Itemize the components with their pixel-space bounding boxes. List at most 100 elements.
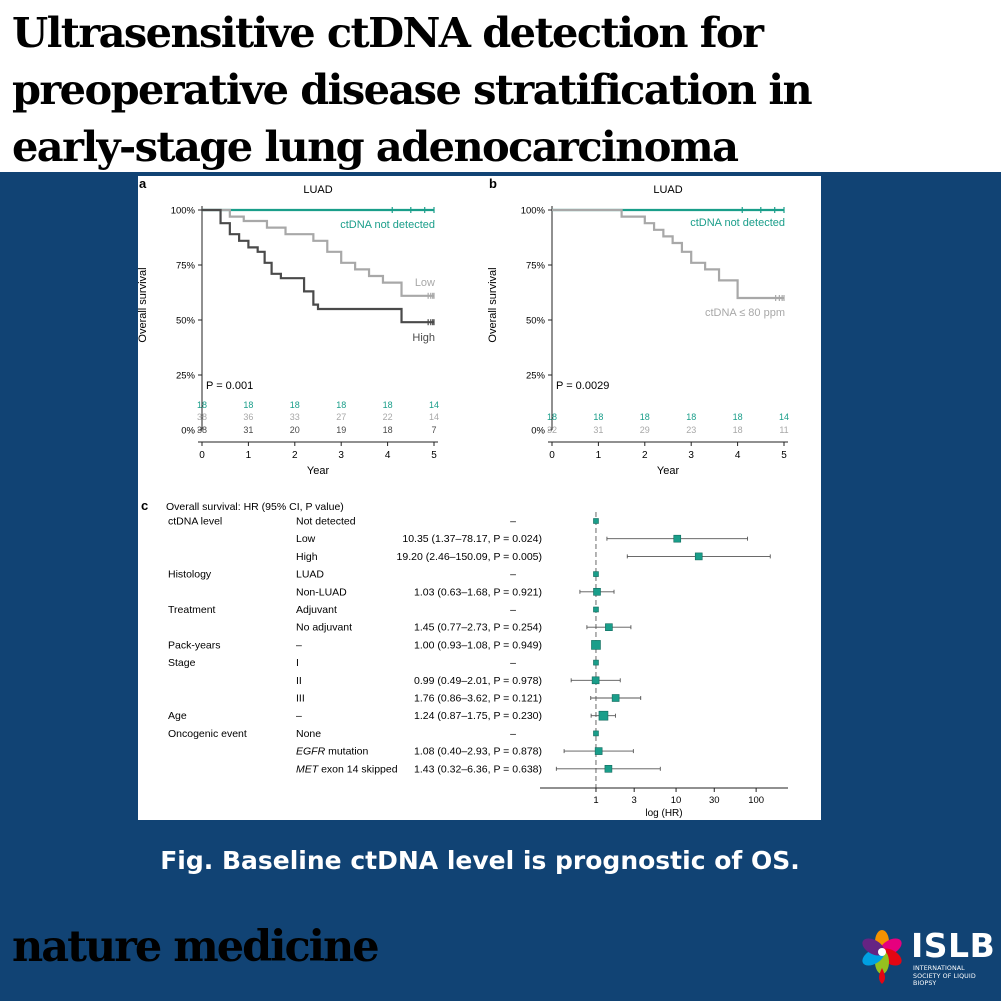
forest-hr-text: –: [510, 728, 516, 740]
km-1-at-risk-count: 18: [733, 425, 743, 435]
km-1-at-risk-count: 18: [640, 412, 650, 422]
article-title: Ultrasensitive ctDNA detection for preop…: [12, 4, 813, 175]
forest-hr-text: 0.99 (0.49–2.01, P = 0.978): [414, 675, 542, 687]
forest-level: No adjuvant: [296, 622, 352, 634]
km-1-curve-1: [552, 208, 784, 300]
forest-x-tick-label: 100: [748, 795, 764, 806]
forest-hr-text: 1.03 (0.63–1.68, P = 0.921): [414, 586, 542, 598]
forest-x-tick-label: 10: [671, 795, 682, 806]
forest-panel-label: c: [141, 498, 148, 513]
km-1-y-axis-label: Overall survival: [487, 267, 499, 342]
km-0-at-risk-count: 33: [290, 412, 300, 422]
forest-level: Not detected: [296, 516, 356, 528]
km-0-series-label-1: Low: [415, 277, 435, 289]
title-line-2: preoperative disease stratification in: [12, 65, 813, 114]
km-1-y-tick-label: 100%: [521, 206, 546, 217]
km-0-series-label-2: High: [412, 332, 435, 344]
km-0-at-risk-count: 7: [431, 425, 436, 435]
km-1-at-risk-count: 23: [686, 425, 696, 435]
km-0-y-axis-label: Overall survival: [138, 267, 149, 342]
forest-hr-text: 1.24 (0.87–1.75, P = 0.230): [414, 710, 542, 722]
forest-hr-text: 1.43 (0.32–6.36, P = 0.638): [414, 763, 542, 775]
title-line-3: early-stage lung adenocarcinoma: [12, 122, 739, 171]
km-1-at-risk-count: 29: [640, 425, 650, 435]
km-1-y-tick-label: 25%: [526, 371, 546, 382]
km-1-x-axis-label: Year: [657, 465, 680, 477]
forest-variable: Treatment: [168, 604, 216, 616]
km-0-x-tick-label: 5: [431, 450, 437, 461]
km-0-x-tick-label: 0: [199, 450, 205, 461]
km-0-curve-1: [202, 208, 434, 297]
forest-point: [593, 518, 599, 524]
islb-subtitle: INTERNATIONAL SOCIETY OF LIQUID BIOPSY: [913, 965, 976, 987]
forest-point: [694, 552, 703, 561]
km-1-at-risk-count: 31: [593, 425, 603, 435]
forest-level: I: [296, 657, 299, 669]
km-0-series-label-0: ctDNA not detected: [340, 219, 435, 231]
km-0-x-tick-label: 2: [292, 450, 298, 461]
km-0-at-risk-count: 36: [243, 412, 253, 422]
km-1-series-label-1: ctDNA ≤ 80 ppm: [705, 307, 785, 319]
forest-hr-text: –: [510, 657, 516, 669]
forest-hr-text: 1.00 (0.93–1.08, P = 0.949): [414, 639, 542, 651]
km-1-at-risk-count: 32: [547, 425, 557, 435]
title-line-1: Ultrasensitive ctDNA detection for: [12, 8, 764, 57]
flower-icon: [862, 930, 902, 984]
forest-level: –: [296, 710, 302, 722]
forest-x-tick-label: 1: [593, 795, 598, 806]
forest-hr-text: 19.20 (2.46–150.09, P = 0.005): [397, 551, 542, 563]
forest-level: EGFR mutation: [296, 746, 369, 758]
forest-hr-text: –: [510, 516, 516, 528]
km-1-panel-label: b: [489, 176, 497, 191]
km-0-y-tick-label: 75%: [176, 261, 196, 272]
forest-variable: Age: [168, 710, 187, 722]
km-0-x-tick-label: 4: [385, 450, 391, 461]
km-0-at-risk-count: 27: [336, 412, 346, 422]
forest-point: [605, 623, 613, 632]
forest-point: [611, 694, 620, 702]
km-0-y-tick-label: 100%: [171, 206, 196, 217]
km-1-x-tick-label: 5: [781, 450, 787, 461]
km-1-at-risk-count: 18: [547, 412, 557, 422]
forest-level: Non-LUAD: [296, 586, 347, 598]
km-0-x-axis-label: Year: [307, 465, 330, 477]
km-0-at-risk-count: 38: [197, 412, 207, 422]
islb-logo: ISLB INTERNATIONAL SOCIETY OF LIQUID BIO…: [858, 928, 995, 988]
forest-level: II: [296, 675, 302, 687]
km-1-at-risk-count: 18: [733, 412, 743, 422]
forest-point: [591, 676, 600, 685]
forest-level: None: [296, 728, 321, 740]
forest-level: Adjuvant: [296, 604, 337, 616]
forest-hr-text: 1.08 (0.40–2.93, P = 0.878): [414, 746, 542, 758]
figure-caption: Fig. Baseline ctDNA level is prognostic …: [160, 846, 800, 875]
km-0-at-risk-count: 20: [290, 425, 300, 435]
forest-x-tick-label: 30: [709, 795, 720, 806]
km-1-at-risk-count: 18: [593, 412, 603, 422]
km-0-at-risk-count: 18: [336, 400, 346, 410]
forest-level-gene: MET: [296, 763, 320, 775]
forest-level: Low: [296, 533, 316, 545]
forest-variable: ctDNA level: [168, 516, 222, 528]
km-0-x-tick-label: 3: [338, 450, 344, 461]
km-1-at-risk-count: 18: [686, 412, 696, 422]
km-0-p-value: P = 0.001: [206, 380, 253, 392]
title-banner: Ultrasensitive ctDNA detection for preop…: [0, 0, 1001, 172]
km-0-y-tick-label: 0%: [181, 426, 195, 437]
km-0-panel-label: a: [139, 176, 147, 191]
forest-point: [594, 747, 603, 755]
forest-level-rest: exon 14 skipped: [318, 763, 398, 775]
forest-x-tick-label: 3: [632, 795, 637, 806]
km-1-x-tick-label: 1: [596, 450, 602, 461]
forest-level: –: [296, 639, 302, 651]
forest-variable: Oncogenic event: [168, 728, 247, 740]
journal-logo: nature medicine: [12, 922, 380, 972]
km-0-at-risk-count: 19: [336, 425, 346, 435]
forest-hr-text: –: [510, 569, 516, 581]
forest-hr-text: 10.35 (1.37–78.17, P = 0.024): [402, 533, 542, 545]
forest-point: [604, 764, 613, 773]
islb-wordmark: ISLB: [911, 926, 996, 965]
km-1-y-tick-label: 75%: [526, 261, 546, 272]
forest-hr-text: 1.45 (0.77–2.73, P = 0.254): [414, 622, 542, 634]
km-1-y-tick-label: 0%: [531, 426, 545, 437]
